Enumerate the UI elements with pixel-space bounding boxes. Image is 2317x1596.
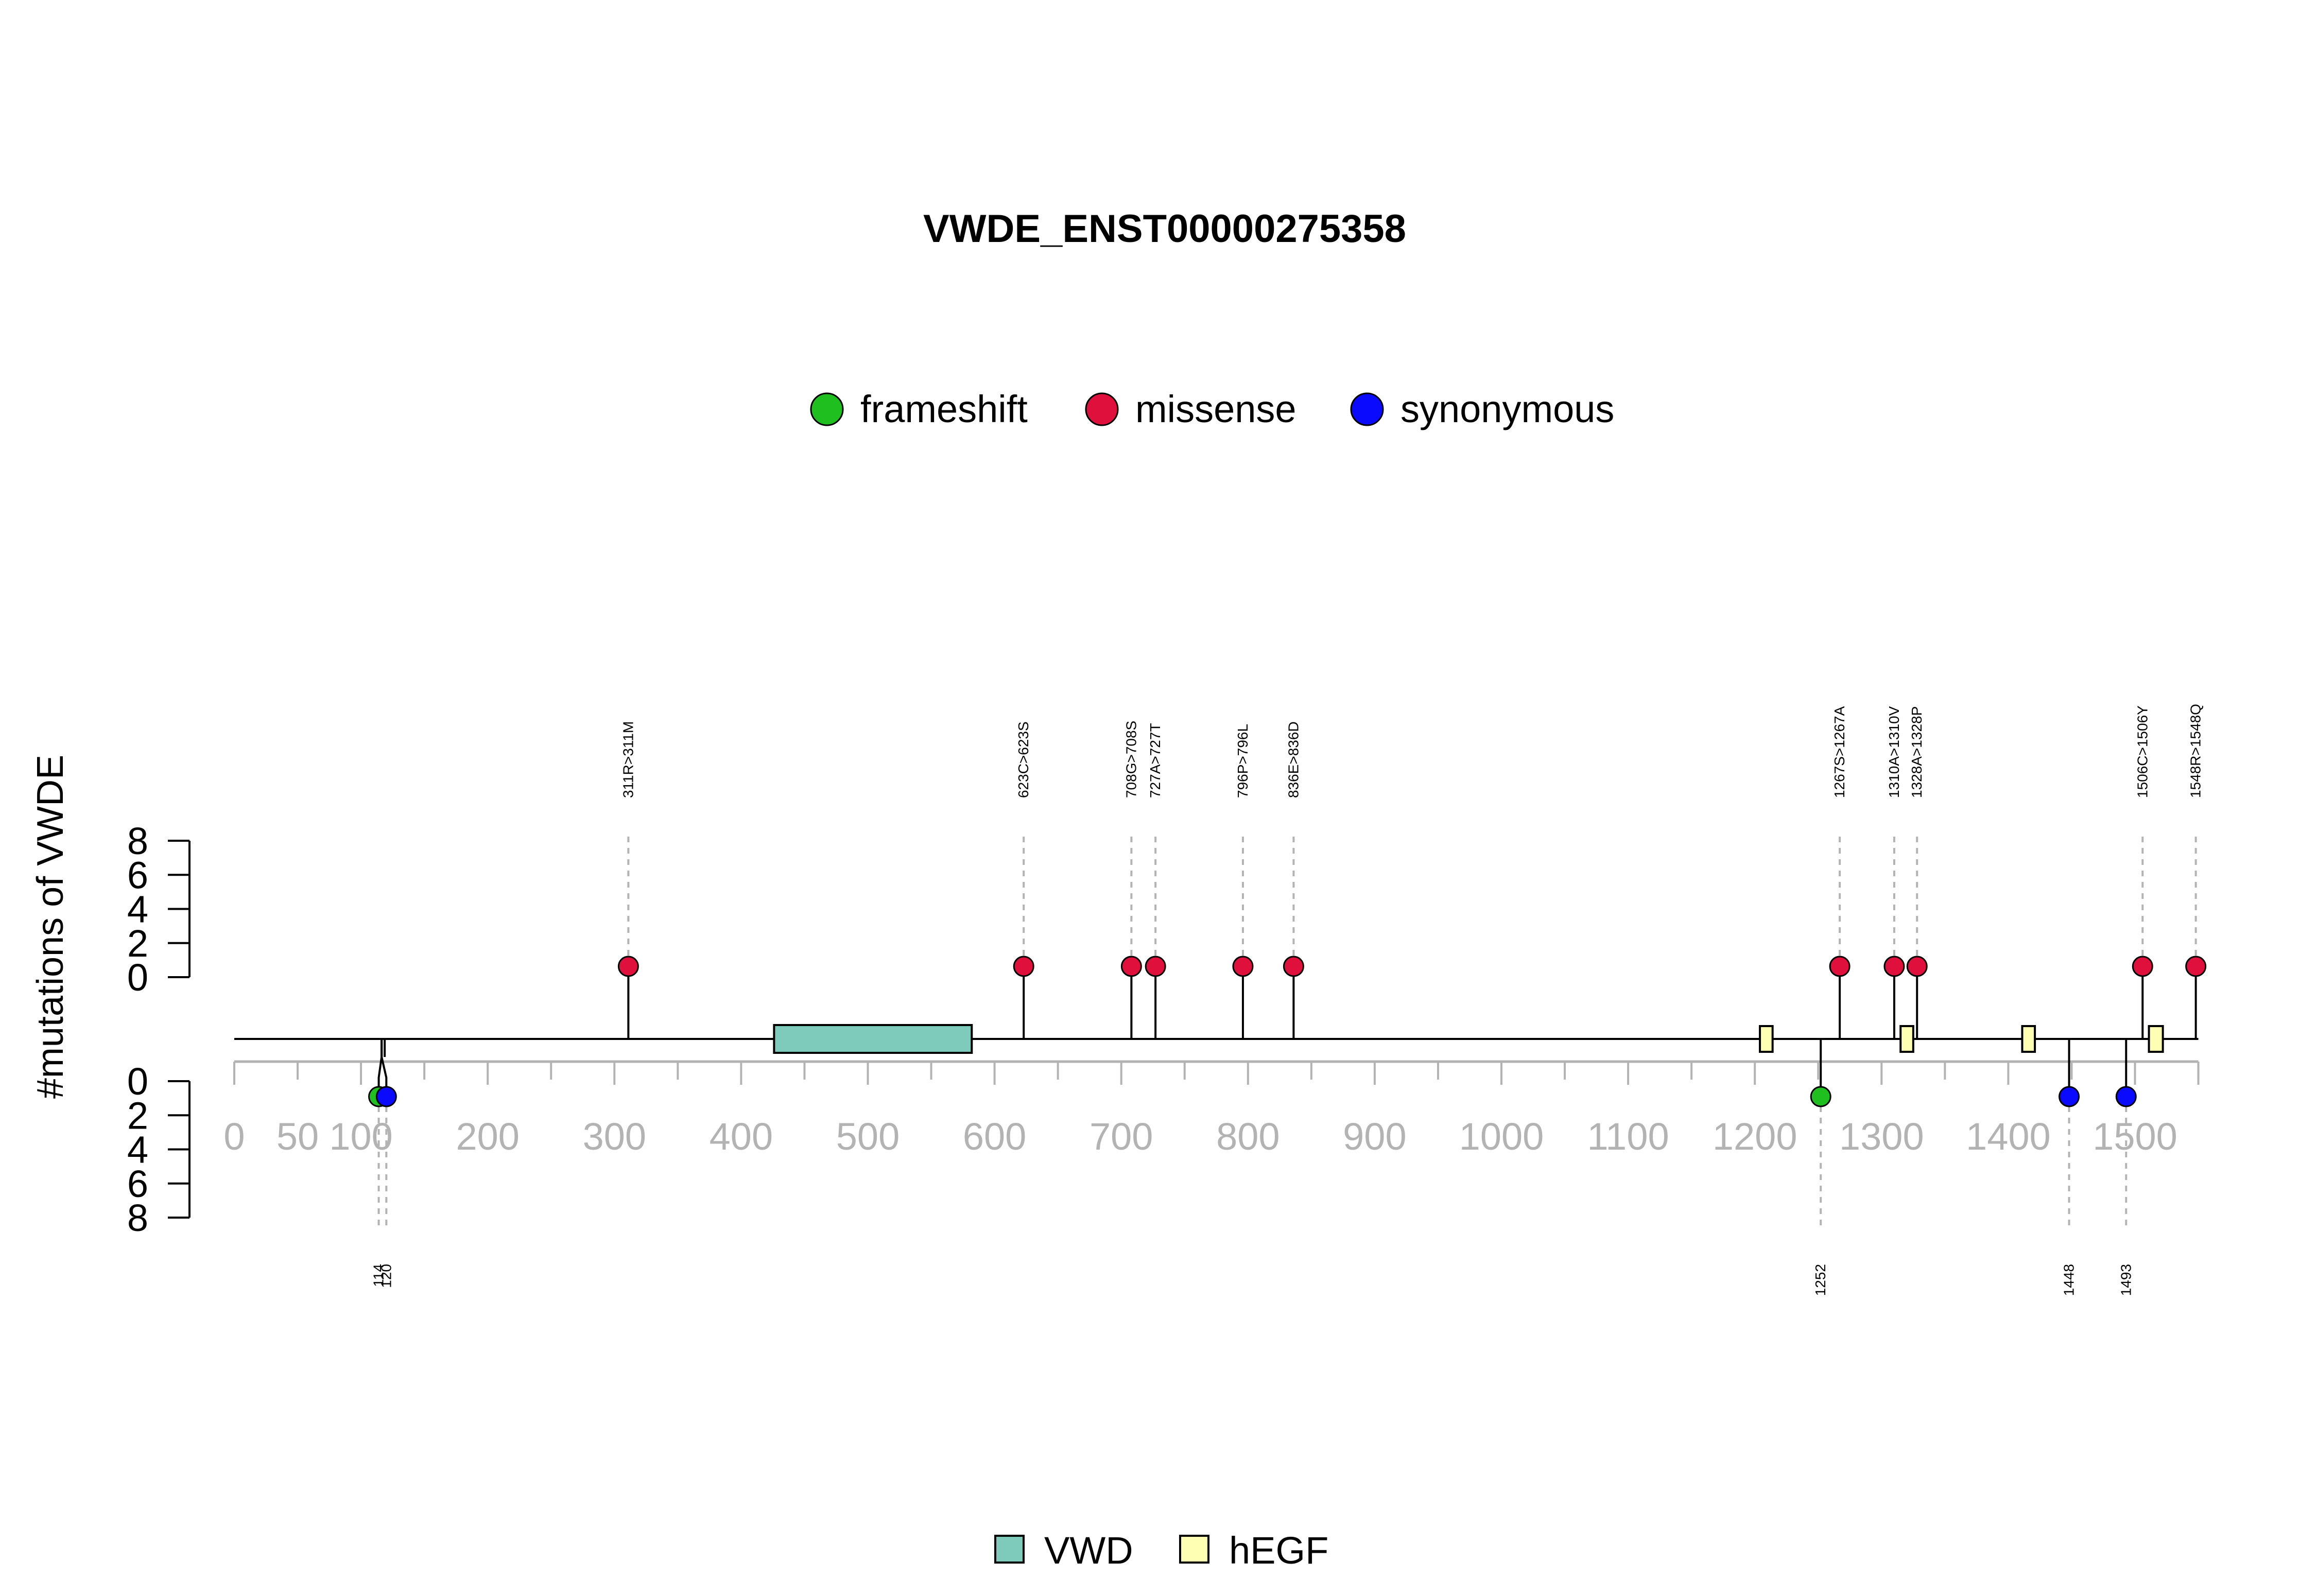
- legend-label-hEGF: hEGF: [1229, 1529, 1328, 1572]
- upper-y-tick-label: 0: [127, 956, 148, 999]
- upper-y-tick-label: 2: [127, 922, 148, 965]
- position-tick-label: 1500: [2093, 1115, 2177, 1158]
- mutation-labels: 311R>311M 623C>623S 708G>708S 727A>727T 796P…: [371, 704, 2204, 1296]
- upper-y-tick-label: 8: [127, 820, 148, 862]
- position-tick-label: 1300: [1839, 1115, 1924, 1158]
- y-axis-label: #mutations of VWDE: [30, 755, 71, 1099]
- mutation-label-upper: 623C>623S: [1015, 721, 1031, 798]
- mutation-label-lower: 1252: [1812, 1264, 1828, 1296]
- upper-y-tick-label: 6: [127, 854, 148, 896]
- mutation-point-missense: [1883, 956, 1905, 977]
- position-tick-label: 100: [329, 1115, 392, 1158]
- legend-swatch-missense: [1085, 392, 1119, 426]
- position-tick-label: 600: [963, 1115, 1026, 1158]
- position-axis: 0 50 100 200 300 400 500 600 700 800 900 1000 1100 12…: [223, 1060, 2200, 1158]
- mutation-point-missense: [1906, 956, 1928, 977]
- domain-hEGF: [2148, 1025, 2164, 1053]
- legend-swatch-synonymous: [1350, 392, 1384, 426]
- position-tick-label: 500: [836, 1115, 900, 1158]
- position-tick-label: 400: [710, 1115, 773, 1158]
- position-tick-label: 700: [1090, 1115, 1153, 1158]
- mutation-point-synonymous: [2115, 1086, 2137, 1107]
- mutation-point-frameshift: [1810, 1086, 1831, 1107]
- position-tick-label: 50: [276, 1115, 319, 1158]
- mutation-label-lower: 1448: [2061, 1264, 2077, 1296]
- mutation-label-upper: 708G>708S: [1123, 721, 1139, 798]
- legend-label-VWD: VWD: [1044, 1529, 1133, 1572]
- mutation-point-missense: [1145, 956, 1166, 977]
- chart-title: VWDE_ENST00000275358: [923, 207, 1406, 251]
- mutation-point-missense: [2132, 956, 2153, 977]
- domain-hEGF: [1759, 1025, 1774, 1053]
- position-tick-label: 800: [1216, 1115, 1279, 1158]
- position-tick-label: 1100: [1587, 1115, 1669, 1158]
- position-tick-label: 1200: [1713, 1115, 1797, 1158]
- legend-label-synonymous: synonymous: [1400, 388, 1614, 430]
- mutation-label-upper: 1267S>1267A: [1831, 706, 1847, 798]
- mutation-label-upper: 796P>796L: [1235, 724, 1251, 798]
- mutation-point-synonymous: [2059, 1086, 2080, 1107]
- mutation-point-synonymous: [375, 1086, 397, 1107]
- mutation-label-upper: 727A>727T: [1147, 723, 1163, 798]
- mutation-label-lower: 1493: [2118, 1264, 2134, 1296]
- position-tick-label: 200: [456, 1115, 519, 1158]
- mutation-label-lower: 120: [378, 1264, 394, 1288]
- position-tick-label: 1000: [1459, 1115, 1544, 1158]
- position-tick-label: 0: [223, 1115, 245, 1158]
- legend-label-frameshift: frameshift: [860, 388, 1028, 430]
- domain-hEGF: [1899, 1025, 1914, 1053]
- lower-y-tick-label: 4: [127, 1129, 148, 1171]
- mutation-point-missense: [2185, 956, 2207, 977]
- upper-y-tick-label: 4: [127, 888, 148, 931]
- mutation-point-missense: [1013, 956, 1034, 977]
- protein-backbone: [234, 1024, 2199, 1054]
- domain-VWD: [773, 1024, 973, 1054]
- mutation-point-missense: [1829, 956, 1851, 977]
- mutation-points: [368, 956, 2207, 1107]
- position-tick-label: 900: [1343, 1115, 1406, 1158]
- lower-y-tick-label: 6: [127, 1163, 148, 1205]
- lower-y-tick-label: 0: [127, 1060, 148, 1103]
- domain-hEGF: [2021, 1025, 2036, 1053]
- legend-swatch-hEGF: [1179, 1535, 1209, 1564]
- mutation-point-missense: [1232, 956, 1254, 977]
- lower-y-tick-label: 2: [127, 1094, 148, 1137]
- legend-label-missense: missense: [1135, 388, 1296, 430]
- mutation-label-upper: 1506C>1506Y: [2134, 705, 2150, 798]
- mutation-label-lower: 114: [371, 1264, 387, 1287]
- mutation-label-upper: 311R>311M: [620, 721, 636, 798]
- legend-swatch-VWD: [994, 1535, 1025, 1564]
- mutation-label-upper: 1328A>1328P: [1909, 706, 1925, 798]
- mutation-point-missense: [617, 956, 639, 977]
- mutation-label-upper: 1548R>1548Q: [2188, 704, 2204, 798]
- mutation-label-upper: 836E>836D: [1285, 721, 1301, 798]
- position-tick-label: 1400: [1966, 1115, 2051, 1158]
- lollipop-stems: [377, 966, 2197, 1097]
- mutation-point-missense: [1120, 956, 1142, 977]
- position-tick-label: 300: [583, 1115, 646, 1158]
- guide-lines: [377, 837, 2197, 1228]
- legend-swatch-frameshift: [810, 392, 844, 426]
- mutation-label-upper: 1310A>1310V: [1886, 706, 1902, 798]
- lower-y-tick-label: 8: [127, 1196, 148, 1239]
- mutation-point-missense: [1283, 956, 1304, 977]
- domain-legend: VWD hEGF: [994, 1529, 1328, 1572]
- mutation-type-legend: frameshift missense synonymous: [810, 388, 1614, 430]
